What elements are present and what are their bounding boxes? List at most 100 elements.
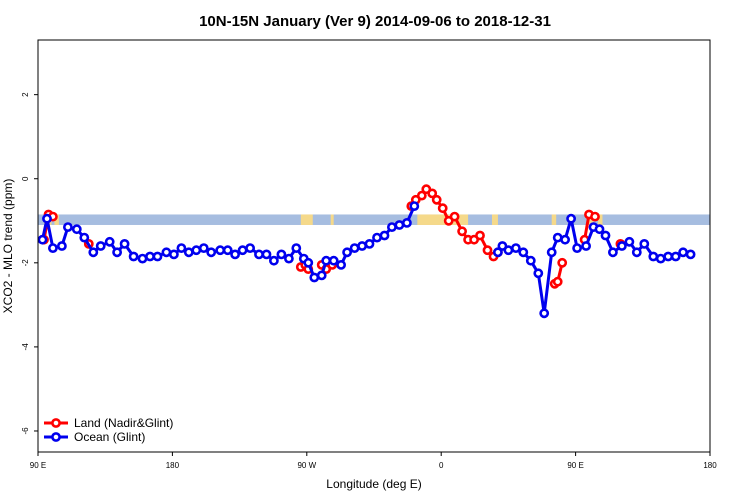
data-point: [394, 220, 405, 230]
data-point: [79, 232, 90, 243]
data-point: [608, 247, 618, 258]
data-point: [261, 249, 272, 260]
data-point: [511, 243, 521, 253]
data-point: [328, 255, 339, 266]
data-point: [237, 245, 248, 256]
x-axis-label: Longitude (deg E): [326, 477, 421, 491]
data-point: [560, 234, 570, 245]
data-point: [600, 230, 611, 241]
data-point: [416, 190, 427, 201]
chart-title: 10N-15N January (Ver 9) 2014-09-06 to 20…: [199, 13, 551, 30]
data-point: [191, 245, 202, 256]
data-point: [316, 270, 327, 281]
data-point: [539, 308, 550, 319]
land-patch: [491, 214, 498, 225]
data-point: [655, 253, 666, 264]
data-point: [176, 243, 187, 253]
y-tick-label: 0: [21, 176, 30, 181]
data-point: [206, 247, 217, 258]
land-patch: [587, 214, 594, 225]
land-patch: [551, 214, 557, 225]
data-point: [63, 222, 73, 232]
legend: Land (Nadir&Glint) Ocean (Glint): [44, 416, 173, 444]
land-patch: [300, 214, 313, 225]
data-point: [663, 251, 674, 262]
data-point: [276, 249, 287, 260]
legend-land-marker: [51, 418, 61, 428]
data-point: [145, 251, 155, 262]
data-point: [303, 257, 314, 268]
legend-land-label: Land (Nadir&Glint): [74, 416, 173, 430]
data-point: [581, 241, 591, 251]
data-point: [594, 224, 605, 235]
data-point: [230, 249, 240, 260]
data-point: [518, 247, 529, 258]
data-point: [283, 253, 294, 264]
data-point: [431, 194, 442, 205]
data-point: [364, 238, 375, 249]
x-tick-label: 180: [166, 461, 180, 470]
data-point: [168, 249, 179, 260]
data-point: [449, 211, 460, 222]
series-layer: [37, 184, 696, 319]
x-tick-label: 90 E: [30, 461, 46, 470]
data-point: [401, 217, 412, 228]
data-point: [678, 247, 688, 258]
data-point: [152, 251, 163, 262]
x-tick-label: 90 W: [297, 461, 316, 470]
data-point: [533, 268, 544, 279]
x-tick-label: 0: [439, 461, 444, 470]
data-point: [546, 247, 557, 258]
data-point: [37, 234, 48, 245]
data-point: [119, 238, 130, 249]
x-tick-label: 180: [703, 461, 717, 470]
data-point: [386, 222, 397, 232]
y-tick-label: -2: [21, 259, 30, 267]
data-point: [492, 247, 503, 258]
land-patch: [330, 214, 334, 225]
x-tick-label: 90 E: [567, 461, 583, 470]
data-point: [112, 247, 122, 258]
data-point: [42, 213, 52, 224]
y-axis-label: XCO2 - MLO trend (ppm): [1, 179, 15, 314]
data-point: [457, 226, 467, 237]
y-tick-label: -6: [21, 427, 30, 435]
y-tick-label: 2: [21, 92, 30, 97]
data-point: [566, 213, 576, 224]
data-point: [342, 247, 352, 258]
data-point: [254, 249, 264, 260]
land-ocean-band: [38, 214, 710, 225]
data-point: [372, 232, 382, 243]
data-point: [57, 241, 67, 251]
data-point: [268, 255, 279, 266]
data-point: [183, 247, 194, 258]
series-line: [496, 217, 692, 315]
data-point: [48, 243, 58, 253]
data-point: [482, 245, 493, 256]
data-point: [291, 243, 302, 253]
data-point: [161, 247, 172, 258]
legend-ocean-label: Ocean (Glint): [74, 430, 145, 444]
data-point: [336, 259, 346, 270]
data-point: [503, 245, 514, 256]
data-point: [572, 243, 582, 253]
land-patch: [598, 214, 603, 225]
plot-frame: [37, 39, 711, 453]
data-point: [215, 245, 226, 256]
data-point: [557, 257, 568, 268]
legend-ocean-marker: [51, 432, 61, 442]
data-point: [670, 251, 681, 262]
data-point: [590, 211, 600, 222]
data-point: [198, 243, 209, 253]
data-point: [137, 253, 148, 264]
data-point: [639, 238, 650, 249]
data-point: [427, 188, 438, 199]
data-point: [409, 201, 420, 211]
data-point: [95, 241, 106, 251]
data-point: [525, 255, 536, 266]
data-point: [321, 255, 332, 266]
data-point: [685, 249, 696, 260]
data-point: [617, 241, 627, 251]
land-patch: [417, 214, 469, 225]
